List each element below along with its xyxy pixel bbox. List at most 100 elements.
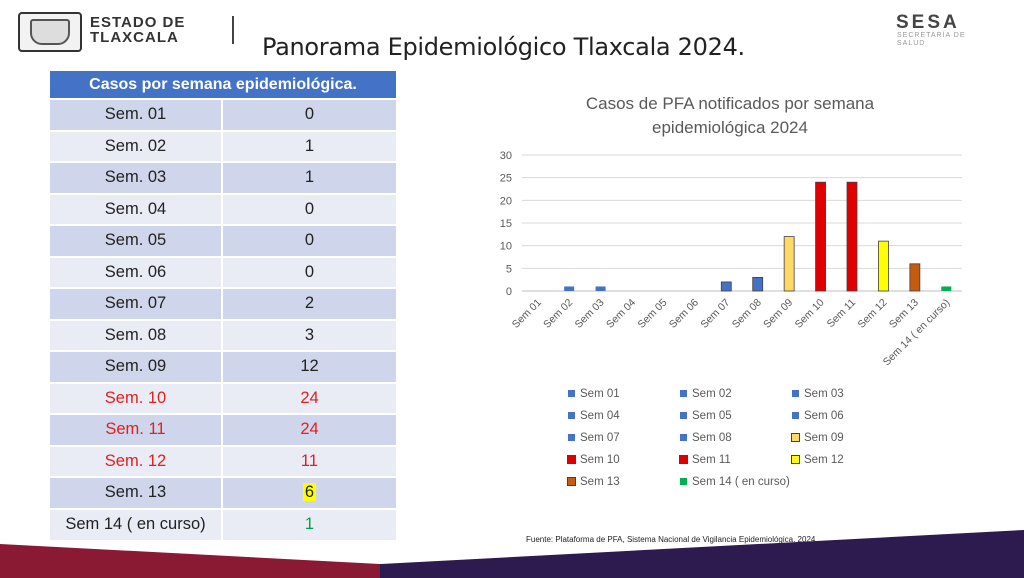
cases-cell: 24 — [222, 413, 396, 446]
legend-entry: Sem 08 — [680, 432, 732, 444]
bar — [909, 263, 921, 292]
table-row: Sem. 12 11 — [50, 444, 396, 477]
legend-entry: Sem 12 — [791, 454, 844, 466]
legend-label: Sem 04 — [580, 410, 620, 422]
cases-cell: 0 — [222, 192, 396, 225]
week-cell: Sem. 06 — [50, 255, 223, 288]
legend-swatch — [680, 434, 687, 441]
cases-cell: 0 — [222, 224, 396, 257]
legend-entry: Sem 13 — [567, 476, 620, 488]
coat-of-arms-icon — [30, 19, 70, 45]
y-tick-label: 10 — [500, 241, 512, 253]
sesa-subtitle: SECRETARÍA DE SALUD — [897, 32, 966, 48]
source-note: Fuente: Plataforma de PFA, Sistema Nacio… — [526, 535, 816, 544]
table-row: Sem. 09 12 — [50, 350, 396, 383]
week-cell: Sem. 07 — [50, 287, 223, 320]
legend-entry: Sem 03 — [792, 388, 844, 400]
legend-swatch — [680, 478, 687, 485]
legend-swatch — [679, 455, 688, 464]
highlighted-value: 6 — [302, 483, 317, 502]
footer-band-left — [0, 544, 380, 578]
estado-logo-text: ESTADO DE TLAXCALA — [90, 15, 185, 45]
cases-cell: 11 — [222, 444, 396, 477]
legend-swatch — [568, 434, 575, 441]
bar — [564, 286, 575, 291]
x-tick-label: Sem 12 — [855, 297, 889, 331]
legend-swatch — [568, 390, 575, 397]
week-cell: Sem. 03 — [50, 161, 223, 194]
week-cell: Sem. 08 — [50, 318, 223, 351]
x-tick-label: Sem 07 — [698, 297, 732, 331]
legend-swatch — [792, 412, 799, 419]
footer-band — [0, 530, 1024, 578]
x-tick-label: Sem 01 — [510, 297, 544, 331]
legend-entry: Sem 05 — [680, 410, 732, 422]
x-tick-label: Sem 06 — [667, 297, 701, 331]
estado-line-1: ESTADO DE — [90, 14, 186, 31]
week-cell: Sem. 05 — [50, 224, 223, 257]
legend-swatch — [791, 433, 800, 442]
cases-cell: 2 — [222, 287, 396, 320]
x-tick-label: Sem 11 — [825, 297, 859, 331]
x-tick-label: Sem 08 — [730, 297, 764, 331]
week-cell: Sem. 10 — [50, 381, 223, 414]
cases-cell: 24 — [222, 381, 396, 414]
cases-cell: 0 — [222, 98, 396, 131]
legend-swatch — [680, 412, 687, 419]
legend-label: Sem 02 — [692, 388, 732, 400]
x-tick-label: Sem 09 — [761, 297, 795, 331]
legend-entry: Sem 11 — [679, 454, 731, 466]
table-row: Sem. 13 6 — [50, 476, 396, 509]
week-cell: Sem 14 ( en curso) — [50, 507, 223, 540]
x-tick-label: Sem 04 — [604, 297, 638, 331]
week-cell: Sem. 13 — [50, 476, 223, 509]
legend-entry: Sem 04 — [568, 410, 620, 422]
legend-label: Sem 12 — [804, 454, 844, 466]
legend-entry: Sem 10 — [567, 454, 620, 466]
y-tick-label: 0 — [506, 286, 512, 298]
table-row: Sem. 10 24 — [50, 381, 396, 414]
bar — [720, 281, 732, 292]
legend-label: Sem 11 — [692, 454, 731, 466]
legend-label: Sem 06 — [804, 410, 844, 422]
legend-label: Sem 05 — [692, 410, 732, 422]
sesa-sub-line-2: SALUD — [897, 40, 926, 47]
chart-title-line-1: Casos de PFA notificados por semana — [585, 94, 875, 113]
bar — [815, 181, 826, 292]
chart-title: Casos de PFA notificados por semana epid… — [520, 92, 940, 140]
legend-entry: Sem 14 ( en curso) — [680, 476, 790, 488]
y-tick-label: 30 — [500, 150, 512, 162]
table-row: Sem. 08 3 — [50, 318, 396, 351]
bar — [595, 286, 606, 291]
cases-cell: 0 — [222, 255, 396, 288]
table-row: Sem. 04 0 — [50, 192, 396, 225]
week-cell: Sem. 02 — [50, 129, 223, 162]
week-cell: Sem. 01 — [50, 98, 223, 131]
estado-line-2: TLAXCALA — [90, 29, 179, 46]
x-tick-label: Sem 02 — [541, 297, 575, 331]
legend-entry: Sem 01 — [568, 388, 620, 400]
bar — [783, 236, 795, 292]
bar — [941, 286, 952, 291]
cases-cell: 6 — [222, 476, 396, 509]
y-tick-label: 5 — [506, 263, 512, 275]
legend-label: Sem 10 — [580, 454, 620, 466]
chart-title-line-2: epidemiológica 2024 — [652, 118, 808, 137]
table-row: Sem. 06 0 — [50, 255, 396, 288]
legend-label: Sem 07 — [580, 432, 620, 444]
week-cell: Sem. 12 — [50, 444, 223, 477]
legend-label: Sem 03 — [804, 388, 844, 400]
legend-entry: Sem 09 — [791, 432, 844, 444]
table-row: Sem. 03 1 — [50, 161, 396, 194]
cases-cell: 1 — [222, 129, 396, 162]
table-header: Casos por semana epidemiológica. — [50, 71, 396, 99]
y-tick-label: 20 — [500, 195, 512, 207]
cases-cell: 12 — [222, 350, 396, 383]
week-cell: Sem. 09 — [50, 350, 223, 383]
legend-swatch — [791, 455, 800, 464]
x-tick-label: Sem 03 — [573, 297, 607, 331]
footer-band-right — [380, 530, 1024, 578]
header-divider — [232, 16, 234, 44]
week-cell: Sem. 04 — [50, 192, 223, 225]
